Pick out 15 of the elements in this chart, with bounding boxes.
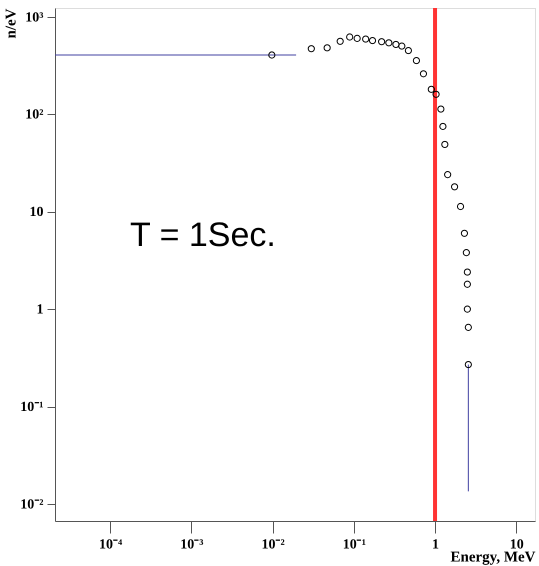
x-tick-label: 1 [432,538,440,552]
annotation: T = 1Sec. [130,216,276,254]
y-tick-label: 10⁻² [20,498,44,513]
x-tick-label: 10 [510,538,524,552]
x-tick-label: 10⁻² [261,538,285,552]
y-axis-title: n/eV [3,8,20,38]
x-tick-label: 10⁻¹ [342,538,366,552]
x-tick-label: 10⁻⁴ [98,538,123,552]
y-tick-label: 10 [30,205,44,220]
x-axis-title: Energy, MeV [450,550,536,566]
y-tick-label: 1 [36,302,44,318]
y-tick-label: 10² [25,108,44,123]
y-tick-label: 10³ [25,10,44,26]
y-tick-label: 10⁻¹ [20,400,44,416]
x-tick-label: 10⁻³ [180,538,204,552]
